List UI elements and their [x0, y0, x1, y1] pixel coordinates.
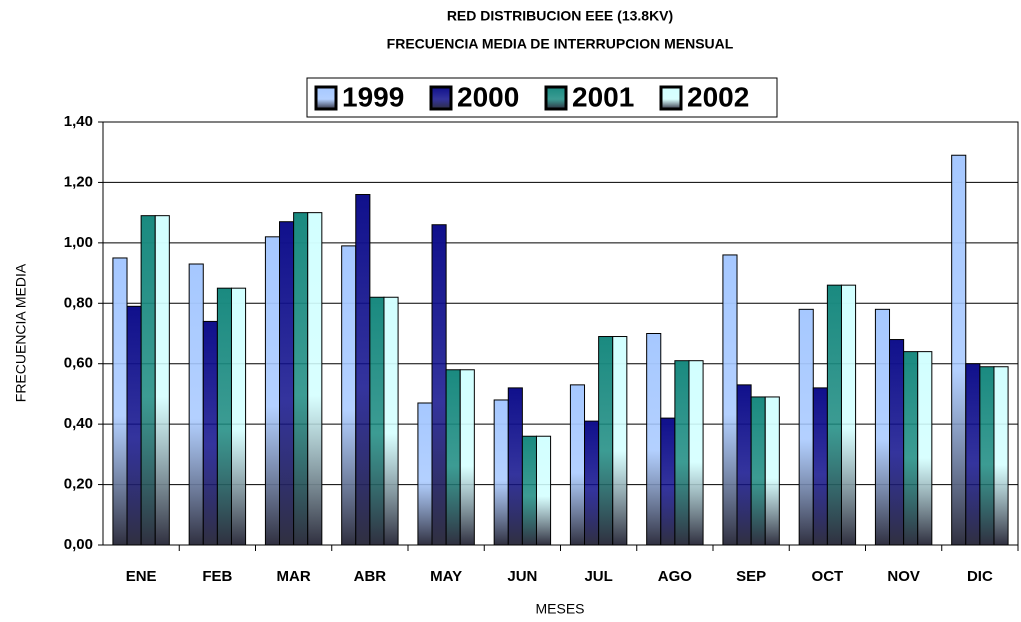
bar	[674, 360, 690, 546]
x-tick-label: SEP	[736, 568, 766, 585]
bar	[598, 336, 614, 546]
chart-title: RED DISTRIBUCION EEE (13.8KV)	[447, 8, 673, 24]
x-tick-label: ENE	[126, 568, 157, 585]
x-tick-label: NOV	[887, 568, 920, 585]
y-tick-label: 1,00	[64, 234, 93, 251]
bar	[417, 402, 433, 546]
y-tick-label: 1,20	[64, 173, 93, 190]
bar	[188, 263, 204, 546]
x-tick-label: JUN	[507, 568, 537, 585]
legend-swatch	[314, 85, 338, 111]
bar	[459, 369, 475, 546]
legend-swatch	[544, 85, 568, 111]
x-tick-label: FEB	[202, 568, 232, 585]
legend-swatch	[429, 85, 453, 111]
bar	[688, 360, 704, 546]
bar	[126, 305, 142, 546]
bar	[230, 287, 247, 546]
bar	[917, 351, 933, 546]
x-tick-label: MAY	[430, 568, 462, 585]
legend-swatch	[659, 85, 683, 111]
bar	[431, 224, 447, 546]
bar	[951, 154, 967, 546]
x-tick-label: JUL	[584, 568, 612, 585]
bar	[202, 320, 218, 546]
bar	[264, 236, 281, 546]
bar	[660, 417, 676, 546]
x-tick-label: ABR	[354, 568, 387, 585]
bar	[154, 215, 170, 546]
y-axis-label: FRECUENCIA MEDIA	[13, 263, 29, 402]
legend-box	[306, 77, 778, 118]
bar	[216, 287, 232, 546]
bar	[584, 420, 600, 546]
bar	[279, 221, 295, 546]
bar	[736, 384, 752, 546]
bar	[569, 384, 586, 546]
legend-label: 2002	[687, 81, 749, 112]
legend-label: 1999	[342, 81, 404, 112]
bar	[369, 296, 385, 546]
x-tick-label: AGO	[658, 568, 693, 585]
bar	[646, 333, 662, 546]
bar	[612, 336, 628, 546]
bar	[535, 435, 552, 546]
bar	[965, 363, 981, 546]
bar	[341, 245, 357, 546]
legend-label: 2000	[457, 81, 519, 112]
bar	[812, 387, 828, 546]
bar	[307, 212, 323, 546]
y-tick-label: 0,00	[64, 536, 93, 553]
bar	[750, 396, 766, 546]
y-tick-label: 0,80	[64, 294, 93, 311]
bar	[140, 215, 156, 546]
bar	[826, 284, 842, 546]
bar	[874, 308, 891, 546]
bar	[507, 387, 523, 546]
y-tick-label: 0,60	[64, 355, 93, 372]
bar	[722, 254, 738, 546]
bar	[521, 435, 537, 546]
bar	[840, 284, 857, 546]
plot-area	[102, 121, 1019, 546]
chart-subtitle: FRECUENCIA MEDIA DE INTERRUPCION MENSUAL	[387, 36, 734, 52]
bar	[993, 366, 1009, 546]
bar	[445, 369, 461, 546]
legend-label: 2001	[572, 81, 634, 112]
bar	[764, 396, 780, 546]
bar	[903, 351, 919, 546]
x-axis-label: MESES	[535, 601, 584, 617]
x-tick-label: OCT	[812, 568, 844, 585]
y-tick-label: 1,40	[64, 113, 93, 130]
bar	[112, 257, 128, 546]
bar	[383, 296, 399, 546]
bar	[293, 212, 309, 546]
x-tick-label: MAR	[277, 568, 311, 585]
y-tick-label: 0,20	[64, 476, 93, 493]
y-tick-label: 0,40	[64, 415, 93, 432]
bar	[979, 366, 995, 546]
bar	[355, 194, 371, 546]
bar	[798, 308, 814, 546]
bar	[889, 339, 905, 546]
bar	[493, 399, 509, 546]
x-tick-label: DIC	[967, 568, 993, 585]
